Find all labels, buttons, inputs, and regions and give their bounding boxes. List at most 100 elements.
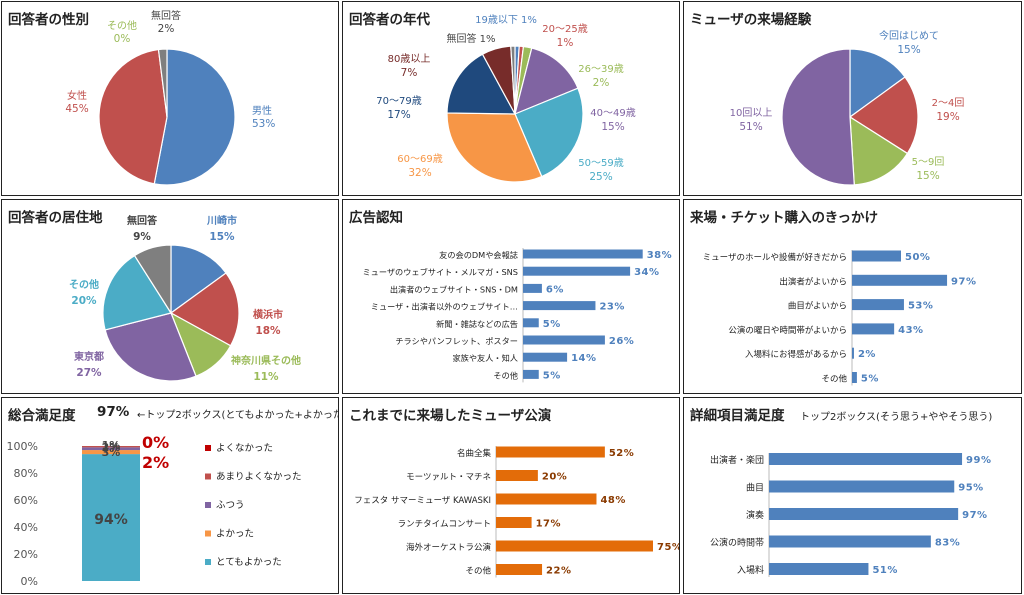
bar-value-label: 6% <box>546 284 564 295</box>
segment-label: 3% <box>102 446 121 459</box>
pie-label: 川崎市 <box>206 214 237 227</box>
panel-trigger: 来場・チケット購入のきっかけ ミューザのホールや設備が好きだから 50% 出演者がよ… <box>683 199 1022 394</box>
bar-category-label: 入場料 <box>737 564 764 576</box>
pie-slice <box>169 272 240 347</box>
legend-swatch <box>205 445 211 451</box>
bar-category-label: その他 <box>821 374 847 385</box>
pie-slice <box>104 312 197 382</box>
pie-label: 2～4回 <box>932 97 965 109</box>
pie-label: 女性 <box>67 89 87 102</box>
bar-value-label: 20% <box>542 472 567 483</box>
bar <box>496 493 597 505</box>
top2-value: 97% <box>97 404 130 420</box>
bar <box>496 540 653 552</box>
panel-residence: 回答者の居住地 川崎市 15% 横浜市 18% 神奈川県その他 11% 東京都 27% その他 2… <box>1 199 339 394</box>
legend-swatch <box>205 473 211 480</box>
pie-percent: 9% <box>133 231 151 243</box>
pie-slice <box>510 45 516 115</box>
pie-slice <box>157 48 168 118</box>
bar-value-label: 26% <box>609 336 634 347</box>
bar <box>769 563 869 575</box>
bar-category-label: 公演の時間帯 <box>710 537 764 549</box>
bar-value-label: 53% <box>908 301 933 312</box>
pie-percent: 15% <box>897 44 920 56</box>
bar-category-label: モーツァルト・マチネ <box>406 473 491 483</box>
pie-label: 無回答 <box>127 214 158 227</box>
bar <box>769 453 963 465</box>
bar-value-label: 23% <box>599 302 624 313</box>
y-tick-label: 40% <box>14 521 38 534</box>
panel-detail: 詳細項目満足度 トップ2ボックス(そう思う+ややそう思う) 出演者・楽団 99% 曲… <box>683 397 1022 594</box>
y-tick-label: 80% <box>14 467 38 480</box>
pie-label: その他 <box>69 278 99 291</box>
bar-category-label: 出演者がよいから <box>779 276 847 287</box>
bar-value-label: 51% <box>872 565 897 576</box>
bar-category-label: 曲目がよいから <box>788 301 847 312</box>
bar-value-label: 5% <box>543 319 561 330</box>
bar-value-label: 34% <box>634 267 659 278</box>
bar-category-label: その他 <box>465 566 491 577</box>
pie-percent: 0% <box>114 33 131 45</box>
bar-value-label: 97% <box>951 276 976 287</box>
pie-percent: 15% <box>601 121 624 133</box>
stacked-bar-segment <box>82 446 140 448</box>
bar-value-label: 5% <box>861 374 879 385</box>
pie-percent: 2% <box>158 23 175 35</box>
pie-percent: 25% <box>589 171 612 183</box>
legend-label: とてもよかった <box>216 557 282 568</box>
bar-category-label: ミューザのウェブサイト・メルマガ・SNS <box>362 267 518 277</box>
pie-slice <box>446 112 543 183</box>
bar-value-label: 38% <box>647 250 672 261</box>
pie-slice <box>848 76 919 155</box>
pie-percent: 20% <box>71 295 97 307</box>
ad-bar-chart: 友の会のDMや会報誌 38% ミューザのウェブサイト・メルマガ・SNS 34% 出演者の… <box>362 248 672 383</box>
panel-title: 広告認知 <box>349 210 403 226</box>
legend-label: よくなかった <box>216 443 273 454</box>
pie-percent: 7% <box>401 67 418 79</box>
pie-percent: 51% <box>739 121 762 133</box>
bar-value-label: 50% <box>905 252 930 263</box>
bar <box>769 480 955 493</box>
bar <box>852 372 857 383</box>
pie-label: その他 <box>107 19 137 32</box>
panel-gender: 回答者の性別 男性 53% 女性 45% その他 0% 無回答 2% <box>1 1 339 196</box>
bar <box>496 470 538 481</box>
y-tick-label: 20% <box>14 548 38 561</box>
pie-percent: 18% <box>255 325 281 337</box>
segment-label: 1% <box>102 439 121 452</box>
bar <box>523 266 631 276</box>
bar-value-label: 83% <box>935 538 960 549</box>
bar-category-label: 新聞・雑誌などの広告 <box>436 319 518 329</box>
pie-slice <box>849 48 906 119</box>
pie-label: 26～39歳 <box>578 63 623 75</box>
pie-percent: 17% <box>387 109 410 121</box>
bar <box>523 335 605 345</box>
pie-percent: 27% <box>76 367 102 379</box>
pie-label: 60～69歳 <box>397 153 442 165</box>
bar <box>852 250 901 262</box>
bar <box>523 301 596 311</box>
panel-title: 回答者の性別 <box>8 12 89 28</box>
panel-title: ミューザの来場経験 <box>690 12 812 28</box>
pie-label: 無回答 1% <box>446 32 495 45</box>
pie-label: 50～59歳 <box>578 157 623 169</box>
pie-slice <box>781 48 855 186</box>
pie-label: 19歳以下 1% <box>475 14 537 26</box>
pie-percent: 2% <box>593 77 610 89</box>
bar <box>496 446 605 458</box>
stacked-bar-segment <box>82 447 140 451</box>
stacked-bar-segment <box>82 450 140 455</box>
bar <box>852 299 904 311</box>
panel-overall: 総合満足度 97% ←トップ2ボックス(とてもよかった+よかった) 0% 20% 4… <box>1 397 339 594</box>
bar <box>523 283 542 293</box>
panel-title: 回答者の居住地 <box>8 210 103 226</box>
pie-label: 無回答 <box>151 9 181 22</box>
legend-label: あまりよくなかった <box>216 472 302 483</box>
bar-value-label: 43% <box>898 325 923 336</box>
bar <box>852 347 854 359</box>
legend-swatch <box>205 559 211 565</box>
bar-category-label: 出演者のウェブサイト・SNS・DM <box>390 284 518 294</box>
bar-category-label: 曲目 <box>746 483 764 494</box>
bar <box>523 369 539 379</box>
